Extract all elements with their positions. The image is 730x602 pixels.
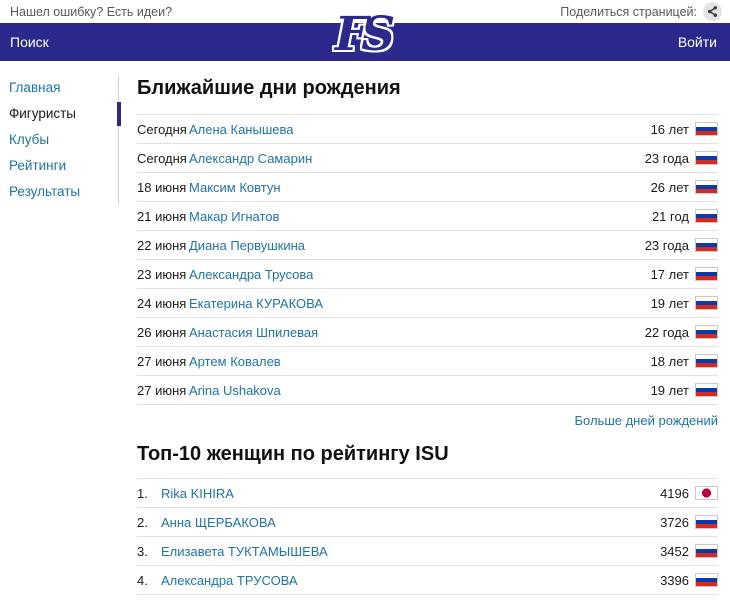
birthdays-title: Ближайшие дни рождения [137,77,401,99]
birthday-row: 23 июня Александра Трусова 17 лет [137,260,718,289]
sidebar-item[interactable]: Фигуристы [9,101,121,127]
rating-rank: 2. [137,514,148,530]
birthday-row: 26 июня Анастасия Шпилевая 22 года [137,318,718,347]
country-flag-icon [695,180,718,194]
skater-age: 19 лет [650,382,689,398]
birthday-row: 27 июня Артем Ковалев 18 лет [137,347,718,376]
skater-age: 17 лет [650,266,689,282]
more-birthdays-row: Больше дней рождений [137,405,718,435]
skater-name-link[interactable]: Диана Первушкина [189,237,306,253]
rating-rank: 3. [137,543,148,559]
page-body: Главная Фигуристы Клубы Рейтинги Результ… [0,61,730,595]
country-flag-icon [695,515,718,529]
skater-age: 23 года [644,150,689,166]
skater-name-link[interactable]: Екатерина КУРАКОВА [189,295,324,311]
main-navbar: Поиск FS Войти [0,10,730,61]
skater-name-link[interactable]: Анастасия Шпилевая [189,324,319,340]
skater-name-link[interactable]: Алена Канышева [189,121,294,137]
skater-age: 16 лет [650,121,689,137]
skater-age: 21 год [651,208,689,224]
birthday-row: Сегодня Алена Канышева 16 лет [137,115,718,144]
feedback-link[interactable]: Нашел ошибку? Есть идеи? [10,4,173,19]
sidebar-menu: Главная Фигуристы Клубы Рейтинги Результ… [0,75,121,205]
rating-rank: 1. [137,485,148,501]
share-section: Поделиться страницей: [560,2,722,21]
birthday-date: 26 июня [137,324,187,340]
sidebar-item[interactable]: Рейтинги [9,158,67,173]
country-flag-icon [695,573,718,587]
birthday-date: 21 июня [137,208,187,224]
birthdays-table: Сегодня Алена Канышева 16 лет Сегодня Ал… [137,114,718,405]
country-flag-icon [695,486,718,500]
rating-row: 2. Анна ЩЕРБАКОВА 3726 [137,508,718,537]
birthday-row: 21 июня Макар Игнатов 21 год [137,202,718,231]
sidebar-item[interactable]: Главная [9,80,61,95]
rating-value: 3726 [660,514,689,530]
skater-name-link[interactable]: Александр Самарин [189,150,313,166]
skater-name-link[interactable]: Елизавета ТУКТАМЫШЕВА [161,543,328,559]
fs-logo[interactable]: FS [334,7,395,62]
rating-value: 4196 [660,485,689,501]
sidebar: Главная Фигуристы Клубы Рейтинги Результ… [0,61,121,205]
rating-row: 3. Елизавета ТУКТАМЫШЕВА 3452 [137,537,718,566]
country-flag-icon [695,151,718,165]
skater-age: 18 лет [650,353,689,369]
skater-age: 26 лет [650,179,689,195]
skater-name-link[interactable]: Rika KIHIRA [161,485,234,501]
skater-name-link[interactable]: Артем Ковалев [189,353,281,369]
country-flag-icon [695,267,718,281]
top10-title: Топ-10 женщин по рейтингу ISU [137,443,449,465]
country-flag-icon [695,122,718,136]
sidebar-item[interactable]: Клубы [9,132,50,147]
country-flag-icon [695,238,718,252]
skater-name-link[interactable]: Arina Ushakova [189,382,281,398]
rating-rank: 4. [137,572,148,588]
more-birthdays-link[interactable]: Больше дней рождений [574,412,718,428]
skater-name-link[interactable]: Максим Ковтун [189,179,281,195]
skater-name-link[interactable]: Макар Игнатов [189,208,280,224]
skater-name-link[interactable]: Александра Трусова [189,266,314,282]
rating-row: 4. Александра ТРУСОВА 3396 [137,566,718,595]
birthday-date: 24 июня [137,295,187,311]
rating-value: 3452 [660,543,689,559]
birthday-date: 22 июня [137,237,187,253]
country-flag-icon [695,544,718,558]
skater-age: 22 года [644,324,689,340]
main-content: Ближайшие дни рождения Сегодня Алена Кан… [119,61,730,595]
birthday-date: Сегодня [137,150,187,166]
skater-name-link[interactable]: Александра ТРУСОВА [161,572,298,588]
birthday-row: Сегодня Александр Самарин 23 года [137,144,718,173]
country-flag-icon [695,383,718,397]
birthday-date: 23 июня [137,266,187,282]
rating-value: 3396 [660,572,689,588]
birthday-row: 24 июня Екатерина КУРАКОВА 19 лет [137,289,718,318]
topbar: Нашел ошибку? Есть идеи? Поделиться стра… [0,0,730,23]
birthday-row: 27 июня Arina Ushakova 19 лет [137,376,718,405]
login-button[interactable]: Войти [677,34,717,50]
sidebar-item[interactable]: Результаты [9,184,81,199]
share-label: Поделиться страницей: [560,4,697,19]
search-nav-link[interactable]: Поиск [10,34,49,50]
share-icon[interactable] [703,2,722,21]
skater-name-link[interactable]: Анна ЩЕРБАКОВА [161,514,276,530]
skater-age: 19 лет [650,295,689,311]
birthday-row: 18 июня Максим Ковтун 26 лет [137,173,718,202]
birthday-date: 18 июня [137,179,187,195]
birthday-row: 22 июня Диана Первушкина 23 года [137,231,718,260]
country-flag-icon [695,354,718,368]
country-flag-icon [695,209,718,223]
birthday-date: 27 июня [137,382,187,398]
rating-row: 1. Rika KIHIRA 4196 [137,479,718,508]
country-flag-icon [695,325,718,339]
top10-table: 1. Rika KIHIRA 4196 2. Анна ЩЕРБАКОВА 37… [137,478,718,595]
birthday-date: 27 июня [137,353,187,369]
birthday-date: Сегодня [137,121,187,137]
skater-age: 23 года [644,237,689,253]
country-flag-icon [695,296,718,310]
